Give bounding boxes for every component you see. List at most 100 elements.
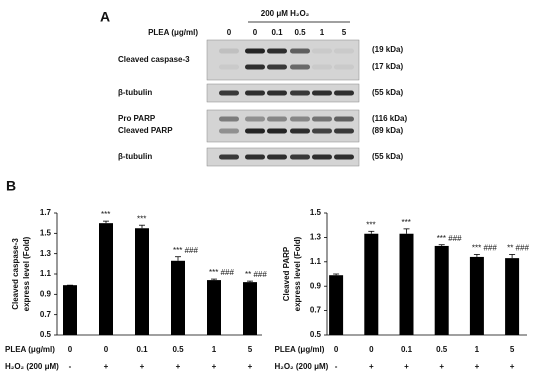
bar bbox=[243, 282, 257, 335]
y-axis-label: Cleaved caspase-3 bbox=[11, 238, 20, 310]
significance: *** ### bbox=[472, 244, 497, 253]
dose-label: PLEA (μg/ml) bbox=[148, 28, 198, 37]
h2o2-label: - bbox=[335, 362, 338, 371]
blot bbox=[206, 109, 360, 143]
row-label: PLEA (μg/ml) bbox=[275, 345, 325, 354]
band bbox=[219, 90, 239, 96]
y-tick-label: 0.9 bbox=[310, 281, 322, 290]
row-label: H₂O₂ (200 μM) bbox=[275, 362, 329, 371]
band bbox=[290, 128, 310, 134]
significance: *** bbox=[137, 214, 146, 223]
y-tick-label: 1.5 bbox=[40, 228, 52, 237]
x-tick-label: 0 bbox=[369, 345, 374, 354]
protein-name: β-tubulin bbox=[118, 88, 152, 97]
band bbox=[219, 64, 239, 70]
band bbox=[267, 154, 287, 160]
y-axis-label: express level (Fold) bbox=[22, 236, 31, 311]
protein-name: β-tubulin bbox=[118, 152, 152, 161]
band bbox=[334, 64, 354, 70]
band bbox=[290, 64, 310, 70]
h2o2-label: + bbox=[212, 362, 217, 371]
significance: ** ### bbox=[245, 270, 267, 279]
y-tick-label: 1.7 bbox=[40, 208, 52, 217]
kda-label: (55 kDa) bbox=[372, 152, 403, 161]
blot bbox=[206, 39, 360, 81]
bar bbox=[63, 285, 77, 335]
band bbox=[334, 154, 354, 160]
protein-name: Pro PARP bbox=[118, 114, 156, 123]
significance: *** bbox=[402, 218, 411, 227]
kda-label: (19 kDa) bbox=[372, 45, 403, 54]
bar bbox=[505, 258, 520, 335]
y-tick-label: 0.5 bbox=[40, 330, 52, 339]
band bbox=[334, 48, 354, 54]
bar bbox=[399, 233, 414, 335]
dose: 0.1 bbox=[271, 28, 283, 37]
band bbox=[312, 48, 332, 54]
kda-label: (17 kDa) bbox=[372, 62, 403, 71]
band bbox=[245, 154, 265, 160]
y-tick-label: 1.5 bbox=[310, 208, 322, 217]
band bbox=[312, 128, 332, 134]
dose: 1 bbox=[320, 28, 325, 37]
bar bbox=[329, 275, 344, 335]
x-tick-label: 1 bbox=[475, 345, 480, 354]
y-axis-label: express level (Fold) bbox=[293, 236, 302, 311]
h2o2-label: + bbox=[140, 362, 145, 371]
band bbox=[267, 48, 287, 54]
kda-label: (55 kDa) bbox=[372, 88, 403, 97]
band bbox=[267, 116, 287, 122]
significance: *** ### bbox=[173, 246, 198, 255]
bar bbox=[135, 228, 149, 335]
h2o2-label: + bbox=[475, 362, 480, 371]
band bbox=[219, 128, 239, 134]
dose: 0.5 bbox=[294, 28, 306, 37]
h2o2-label: + bbox=[404, 362, 409, 371]
row-label: PLEA (μg/ml) bbox=[5, 345, 55, 354]
band bbox=[219, 48, 239, 54]
band bbox=[245, 48, 265, 54]
x-tick-label: 0.1 bbox=[136, 345, 148, 354]
kda-label: (89 kDa) bbox=[372, 126, 403, 135]
band bbox=[334, 116, 354, 122]
x-tick-label: 0.5 bbox=[172, 345, 184, 354]
dose: 5 bbox=[342, 28, 347, 37]
x-tick-label: 5 bbox=[510, 345, 515, 354]
band bbox=[219, 116, 239, 122]
significance: ** ### bbox=[507, 244, 529, 253]
band bbox=[312, 154, 332, 160]
x-tick-label: 0 bbox=[334, 345, 339, 354]
y-tick-label: 0.5 bbox=[310, 330, 322, 339]
x-tick-label: 0 bbox=[68, 345, 73, 354]
h2o2-label: + bbox=[248, 362, 253, 371]
bar bbox=[469, 256, 484, 335]
h2o2-label: + bbox=[369, 362, 374, 371]
bar bbox=[99, 223, 113, 335]
y-tick-label: 1.1 bbox=[310, 257, 322, 266]
x-tick-label: 5 bbox=[248, 345, 253, 354]
band bbox=[245, 128, 265, 134]
bar bbox=[434, 245, 449, 335]
h2o2-label: + bbox=[104, 362, 109, 371]
row-label: H₂O₂ (200 μM) bbox=[5, 362, 59, 371]
significance: *** ### bbox=[209, 268, 234, 277]
band bbox=[290, 90, 310, 96]
significance: *** bbox=[366, 220, 375, 229]
band bbox=[267, 128, 287, 134]
band bbox=[312, 116, 332, 122]
x-tick-label: 0.5 bbox=[436, 345, 448, 354]
h2o2-label: + bbox=[439, 362, 444, 371]
kda-label: (116 kDa) bbox=[372, 114, 407, 123]
band bbox=[290, 116, 310, 122]
bar bbox=[171, 260, 185, 335]
y-tick-label: 1.1 bbox=[40, 269, 52, 278]
y-tick-label: 0.9 bbox=[40, 289, 52, 298]
protein-name: Cleaved caspase-3 bbox=[118, 55, 190, 64]
x-tick-label: 0 bbox=[104, 345, 109, 354]
band bbox=[290, 154, 310, 160]
dose: 0 bbox=[253, 28, 258, 37]
band bbox=[219, 154, 239, 160]
band bbox=[334, 128, 354, 134]
significance: *** ### bbox=[437, 234, 462, 243]
h2o2-label: + bbox=[510, 362, 515, 371]
